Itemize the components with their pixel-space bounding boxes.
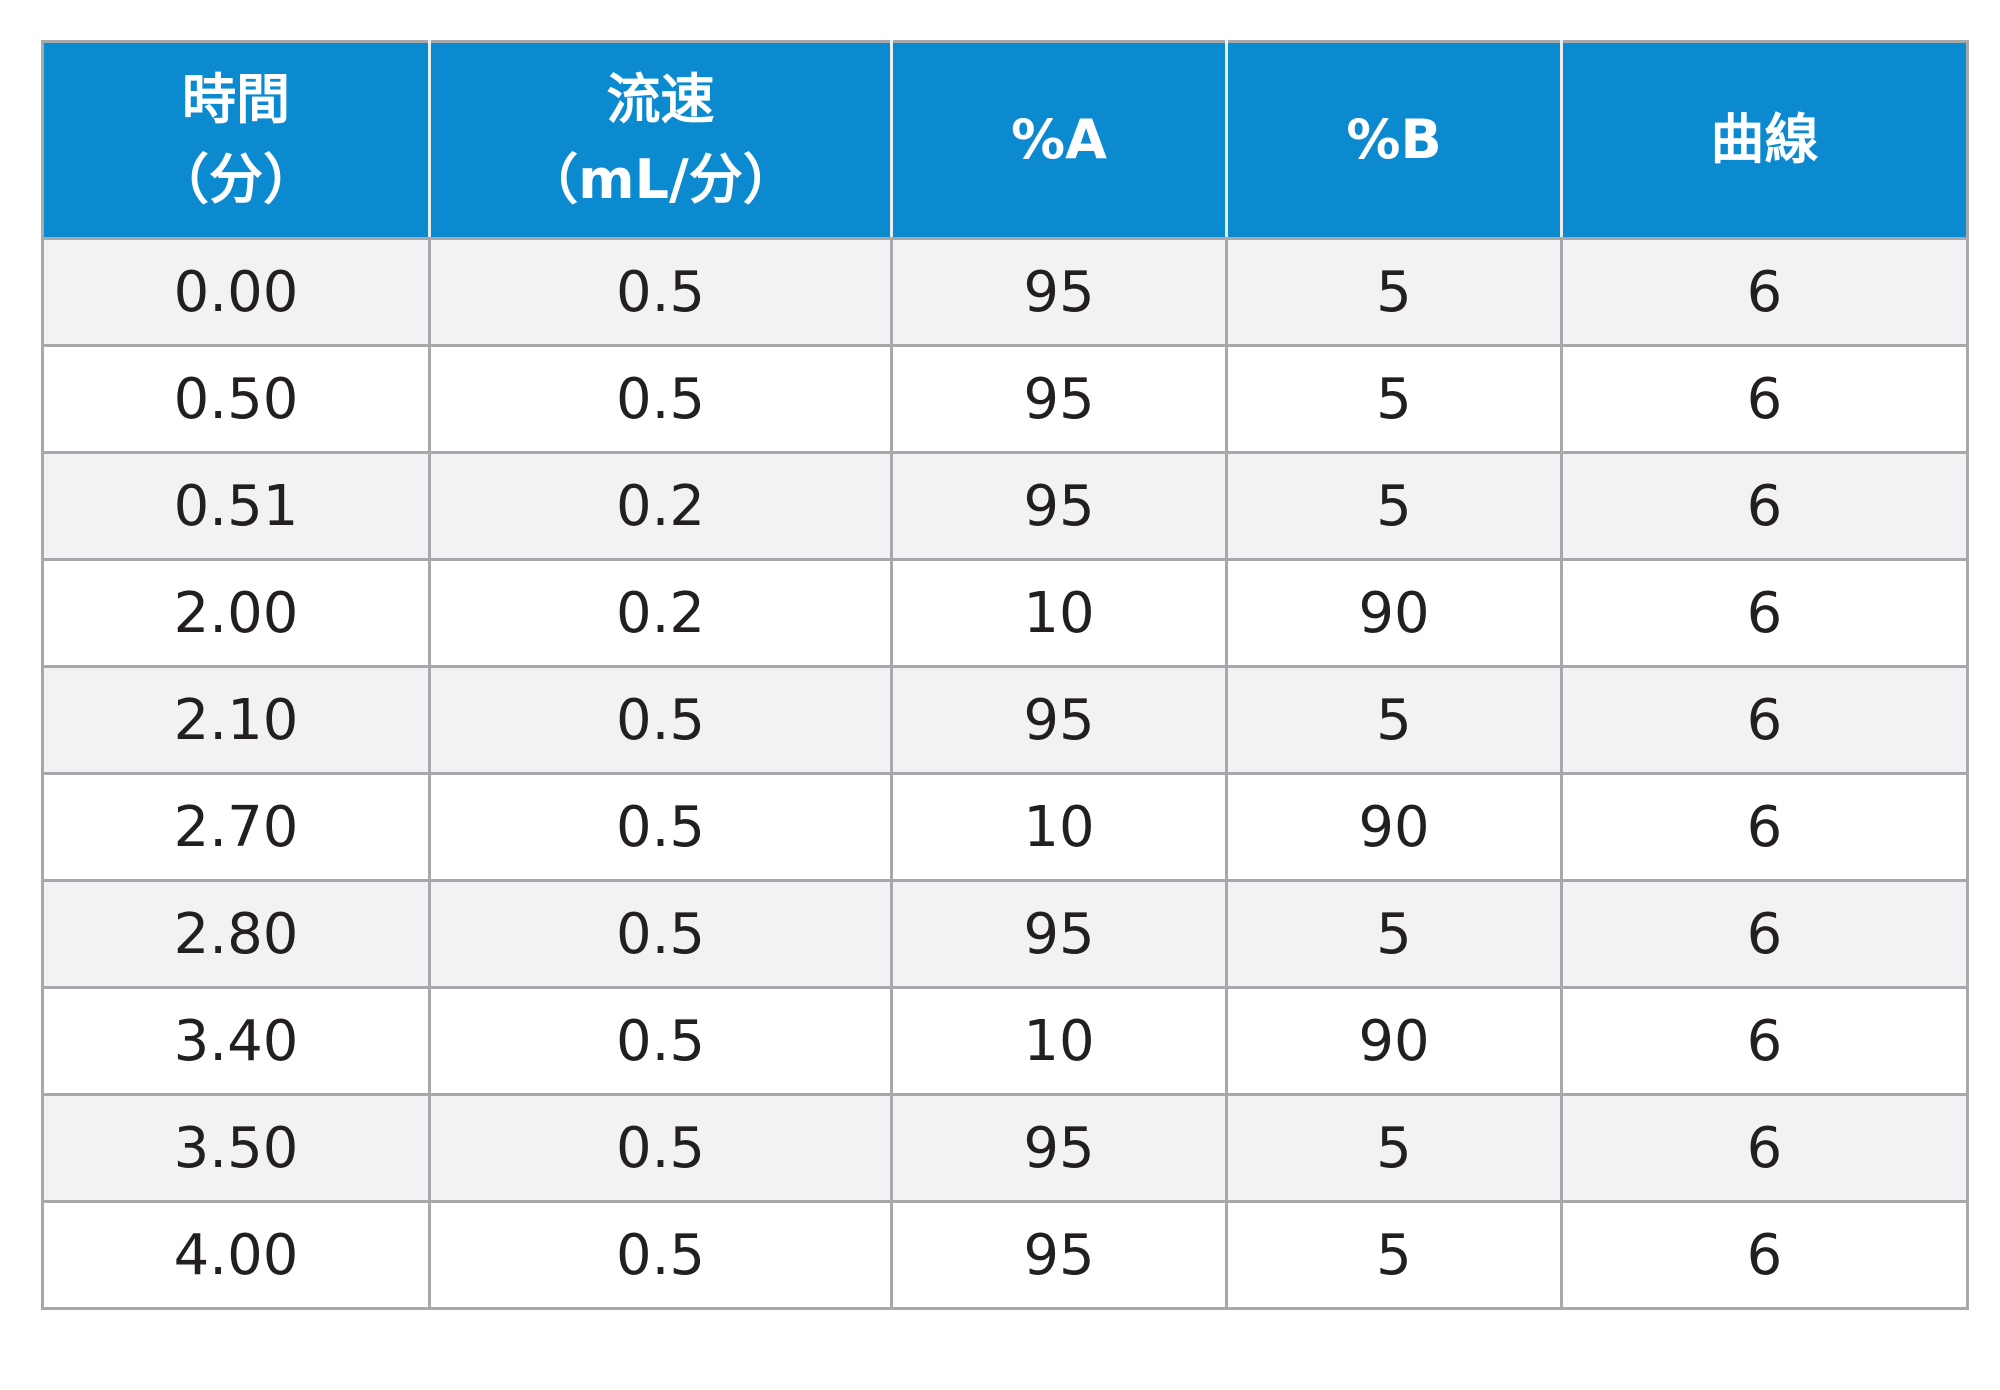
cell-percent-a: 95: [890, 237, 1228, 347]
header-time-label: 時間: [182, 68, 290, 131]
cell-percent-a: 95: [890, 665, 1228, 775]
header-percent-a-label: %A: [1011, 108, 1107, 171]
cell-percent-a: 10: [890, 986, 1228, 1096]
cell-percent-b: 90: [1225, 558, 1563, 668]
cell-percent-a: 10: [890, 772, 1228, 882]
header-time: 時間 （分）: [41, 40, 431, 240]
table-row: 3.40 0.5 10 90 6: [41, 986, 1969, 1096]
header-percent-b: %B: [1225, 40, 1563, 240]
cell-curve: 6: [1560, 986, 1969, 1096]
cell-percent-b: 90: [1225, 772, 1563, 882]
table-row: 2.10 0.5 95 5 6: [41, 665, 1969, 775]
cell-time: 2.80: [41, 879, 431, 989]
table-row: 0.50 0.5 95 5 6: [41, 344, 1969, 454]
cell-time: 4.00: [41, 1200, 431, 1310]
cell-curve: 6: [1560, 772, 1969, 882]
header-percent-a: %A: [890, 40, 1228, 240]
cell-curve: 6: [1560, 558, 1969, 668]
cell-flow-rate: 0.5: [428, 237, 893, 347]
table-header: 時間 （分） 流速 （mL/分） %A %B 曲線: [41, 40, 1969, 240]
cell-curve: 6: [1560, 1093, 1969, 1203]
header-flow-rate-unit: （mL/分）: [524, 148, 797, 211]
cell-time: 0.51: [41, 451, 431, 561]
cell-percent-a: 95: [890, 344, 1228, 454]
cell-flow-rate: 0.5: [428, 879, 893, 989]
header-time-unit: （分）: [155, 148, 317, 211]
cell-flow-rate: 0.5: [428, 772, 893, 882]
cell-percent-b: 5: [1225, 344, 1563, 454]
cell-percent-a: 95: [890, 879, 1228, 989]
cell-percent-b: 5: [1225, 451, 1563, 561]
table-row: 2.70 0.5 10 90 6: [41, 772, 1969, 882]
cell-percent-b: 5: [1225, 665, 1563, 775]
cell-percent-b: 5: [1225, 879, 1563, 989]
cell-flow-rate: 0.2: [428, 558, 893, 668]
header-percent-b-label: %B: [1346, 108, 1442, 171]
table-row: 2.80 0.5 95 5 6: [41, 879, 1969, 989]
header-flow-rate-label: 流速: [606, 68, 715, 131]
table-row: 4.00 0.5 95 5 6: [41, 1200, 1969, 1310]
cell-curve: 6: [1560, 665, 1969, 775]
table-body: 0.00 0.5 95 5 6 0.50 0.5 95 5 6 0.51 0.2…: [41, 237, 1969, 1310]
cell-time: 0.50: [41, 344, 431, 454]
cell-flow-rate: 0.5: [428, 665, 893, 775]
cell-time: 2.00: [41, 558, 431, 668]
header-curve-label: 曲線: [1710, 108, 1819, 171]
cell-percent-b: 90: [1225, 986, 1563, 1096]
cell-flow-rate: 0.5: [428, 344, 893, 454]
cell-percent-a: 10: [890, 558, 1228, 668]
cell-curve: 6: [1560, 879, 1969, 989]
cell-time: 3.50: [41, 1093, 431, 1203]
cell-time: 0.00: [41, 237, 431, 347]
cell-percent-b: 5: [1225, 1093, 1563, 1203]
table-row: 2.00 0.2 10 90 6: [41, 558, 1969, 668]
cell-percent-a: 95: [890, 1093, 1228, 1203]
cell-percent-b: 5: [1225, 237, 1563, 347]
cell-flow-rate: 0.5: [428, 1093, 893, 1203]
header-row: 時間 （分） 流速 （mL/分） %A %B 曲線: [41, 40, 1969, 240]
cell-flow-rate: 0.5: [428, 1200, 893, 1310]
cell-curve: 6: [1560, 344, 1969, 454]
cell-time: 2.70: [41, 772, 431, 882]
cell-percent-a: 95: [890, 451, 1228, 561]
cell-time: 3.40: [41, 986, 431, 1096]
cell-percent-b: 5: [1225, 1200, 1563, 1310]
cell-curve: 6: [1560, 451, 1969, 561]
table-row: 3.50 0.5 95 5 6: [41, 1093, 1969, 1203]
header-flow-rate: 流速 （mL/分）: [428, 40, 893, 240]
table-row: 0.00 0.5 95 5 6: [41, 237, 1969, 347]
table-row: 0.51 0.2 95 5 6: [41, 451, 1969, 561]
header-curve: 曲線: [1560, 40, 1969, 240]
cell-percent-a: 95: [890, 1200, 1228, 1310]
cell-flow-rate: 0.2: [428, 451, 893, 561]
cell-curve: 6: [1560, 1200, 1969, 1310]
cell-curve: 6: [1560, 237, 1969, 347]
cell-time: 2.10: [41, 665, 431, 775]
gradient-table-container: 時間 （分） 流速 （mL/分） %A %B 曲線 0: [41, 40, 1969, 1310]
cell-flow-rate: 0.5: [428, 986, 893, 1096]
gradient-table: 時間 （分） 流速 （mL/分） %A %B 曲線 0: [41, 40, 1969, 1310]
